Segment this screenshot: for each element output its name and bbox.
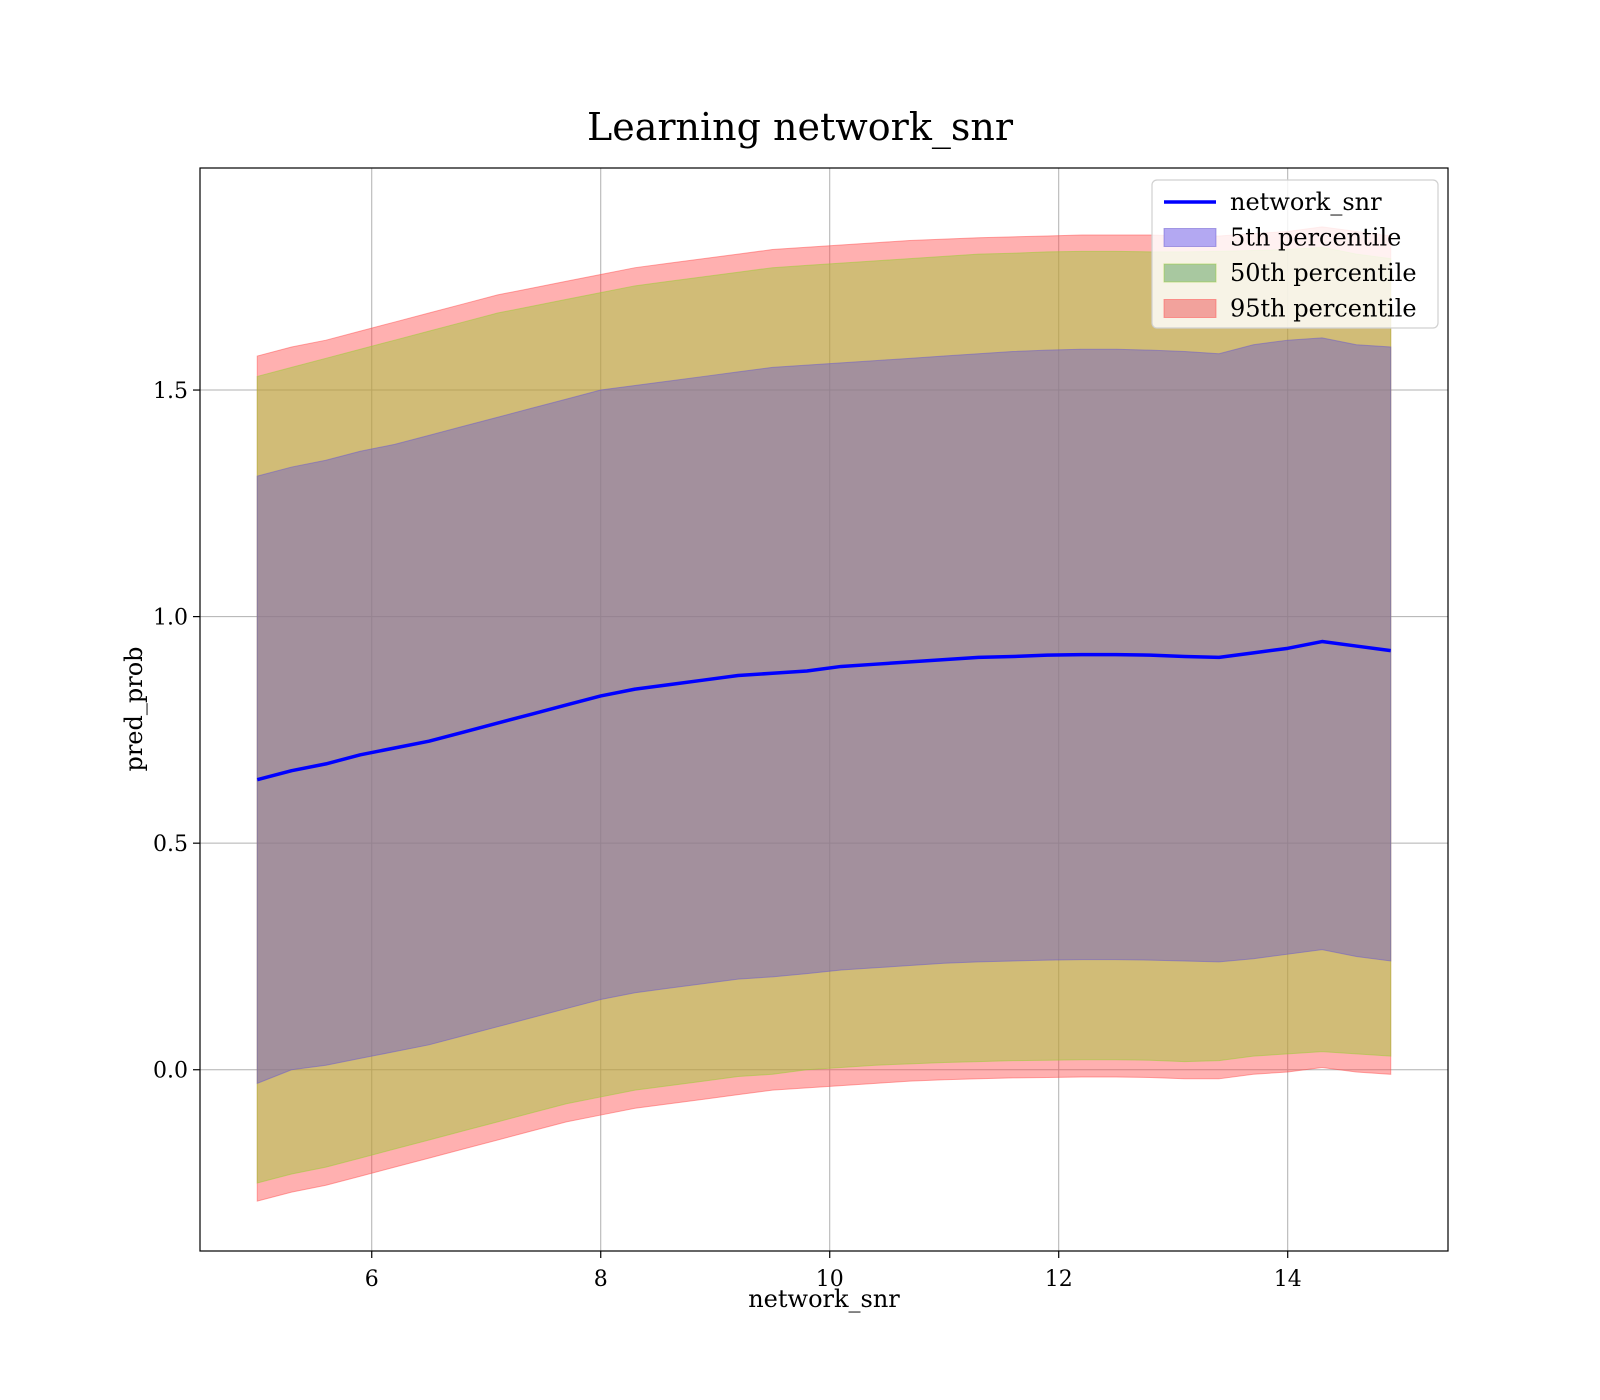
x-tick-label: 6 bbox=[365, 1267, 379, 1292]
legend-patch-swatch bbox=[1163, 228, 1217, 247]
line-network_snr bbox=[256, 639, 1391, 782]
legend-entry: network_snr bbox=[1164, 188, 1382, 216]
legend-label: 5th percentile bbox=[1230, 224, 1401, 252]
legend-entry: 95th percentile bbox=[1163, 295, 1417, 323]
chart-title: Learning network_snr bbox=[587, 105, 1014, 150]
x-tick-label: 12 bbox=[1045, 1267, 1073, 1292]
legend-label: 50th percentile bbox=[1230, 259, 1417, 287]
legend-entry: 50th percentile bbox=[1163, 259, 1417, 287]
legend-patch-swatch bbox=[1163, 263, 1217, 283]
y-tick-label: 0.5 bbox=[153, 832, 188, 857]
series-lines bbox=[256, 639, 1391, 782]
x-tick-label: 10 bbox=[816, 1267, 844, 1292]
legend-box bbox=[1151, 179, 1439, 329]
legend-patch-swatch bbox=[1163, 299, 1217, 318]
legend-label: 95th percentile bbox=[1230, 295, 1417, 323]
band-95th-percentile bbox=[256, 226, 1392, 1202]
x-axis-label: network_snr bbox=[748, 1285, 900, 1313]
legend-label: network_snr bbox=[1230, 188, 1382, 216]
x-tick-label: 14 bbox=[1274, 1267, 1302, 1292]
plot-frame bbox=[199, 167, 1449, 1252]
legend: network_snr 5th percentile 50th percentile… bbox=[1151, 179, 1439, 329]
x-tick-label: 8 bbox=[594, 1267, 608, 1292]
y-tick-label: 1.5 bbox=[153, 379, 188, 404]
band-5th-percentile bbox=[256, 337, 1392, 1085]
grid-lines bbox=[200, 168, 1448, 1251]
y-axis-label: pred_prob bbox=[120, 646, 148, 771]
y-tick-label: 1.0 bbox=[153, 606, 188, 631]
band-50th-percentile bbox=[256, 246, 1392, 1184]
y-tick-label: 0.0 bbox=[153, 1059, 188, 1084]
legend-entry: 5th percentile bbox=[1163, 224, 1401, 252]
percentile-bands bbox=[256, 226, 1392, 1202]
axis-ticks: 6 8 10 12 14 0.0 0.5 1.0 1.5 bbox=[153, 379, 1302, 1292]
